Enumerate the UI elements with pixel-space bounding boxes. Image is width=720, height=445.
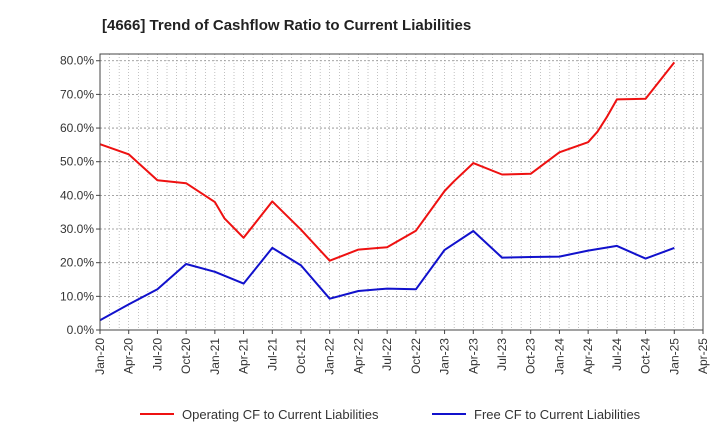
y-tick-label: 50.0% bbox=[60, 155, 94, 169]
legend: Operating CF to Current Liabilities Free … bbox=[140, 407, 641, 422]
y-axis: 0.0% 10.0% 20.0% 30.0% 40.0% 50.0% 60.0% 70.0% 8… bbox=[60, 54, 100, 337]
x-tick-label: Jul-20 bbox=[150, 338, 164, 371]
x-tick-label: Apr-23 bbox=[466, 338, 480, 374]
x-tick-label: Apr-20 bbox=[122, 338, 136, 374]
series-line-2 bbox=[99, 230, 675, 322]
y-tick-label: 40.0% bbox=[60, 188, 94, 202]
x-tick-label: Oct-21 bbox=[294, 338, 308, 374]
x-tick-label: Oct-20 bbox=[179, 338, 193, 374]
x-tick-label: Oct-24 bbox=[639, 338, 653, 374]
x-tick-label: Jul-22 bbox=[380, 338, 394, 371]
x-axis: Jan-20 Apr-20 Jul-20 Oct-20 Jan-21 Apr-21 Jul-… bbox=[93, 330, 710, 375]
x-tick-label: Apr-21 bbox=[237, 338, 251, 374]
x-tick-label: Jan-24 bbox=[552, 338, 566, 375]
y-tick-label: 20.0% bbox=[60, 256, 94, 270]
x-tick-label: Oct-22 bbox=[409, 338, 423, 374]
x-tick-label: Apr-25 bbox=[696, 338, 710, 374]
x-tick-label: Jan-25 bbox=[667, 338, 681, 375]
grid bbox=[99, 54, 704, 331]
plot-frame bbox=[99, 53, 704, 331]
x-tick-label: Oct-23 bbox=[524, 338, 538, 374]
x-tick-label: Jan-23 bbox=[438, 338, 452, 375]
y-tick-label: 0.0% bbox=[67, 323, 95, 337]
x-tick-label: Apr-22 bbox=[351, 338, 365, 374]
legend-label-1: Operating CF to Current Liabilities bbox=[182, 407, 379, 422]
y-tick-label: 60.0% bbox=[60, 121, 94, 135]
series-lines bbox=[99, 61, 676, 322]
x-tick-label: Jan-22 bbox=[323, 338, 337, 375]
x-tick-label: Jul-24 bbox=[610, 338, 624, 371]
legend-label-2: Free CF to Current Liabilities bbox=[474, 407, 641, 422]
x-tick-label: Jul-23 bbox=[495, 338, 509, 371]
x-tick-label: Apr-24 bbox=[581, 338, 595, 374]
series-line-1 bbox=[99, 61, 676, 262]
y-tick-label: 10.0% bbox=[60, 289, 94, 303]
y-tick-label: 30.0% bbox=[60, 222, 94, 236]
y-tick-label: 70.0% bbox=[60, 87, 94, 101]
chart-title: [4666] Trend of Cashflow Ratio to Curren… bbox=[102, 17, 471, 34]
x-tick-label: Jan-20 bbox=[93, 338, 107, 375]
x-tick-label: Jan-21 bbox=[208, 338, 222, 375]
x-tick-label: Jul-21 bbox=[265, 338, 279, 371]
y-tick-label: 80.0% bbox=[60, 54, 94, 68]
